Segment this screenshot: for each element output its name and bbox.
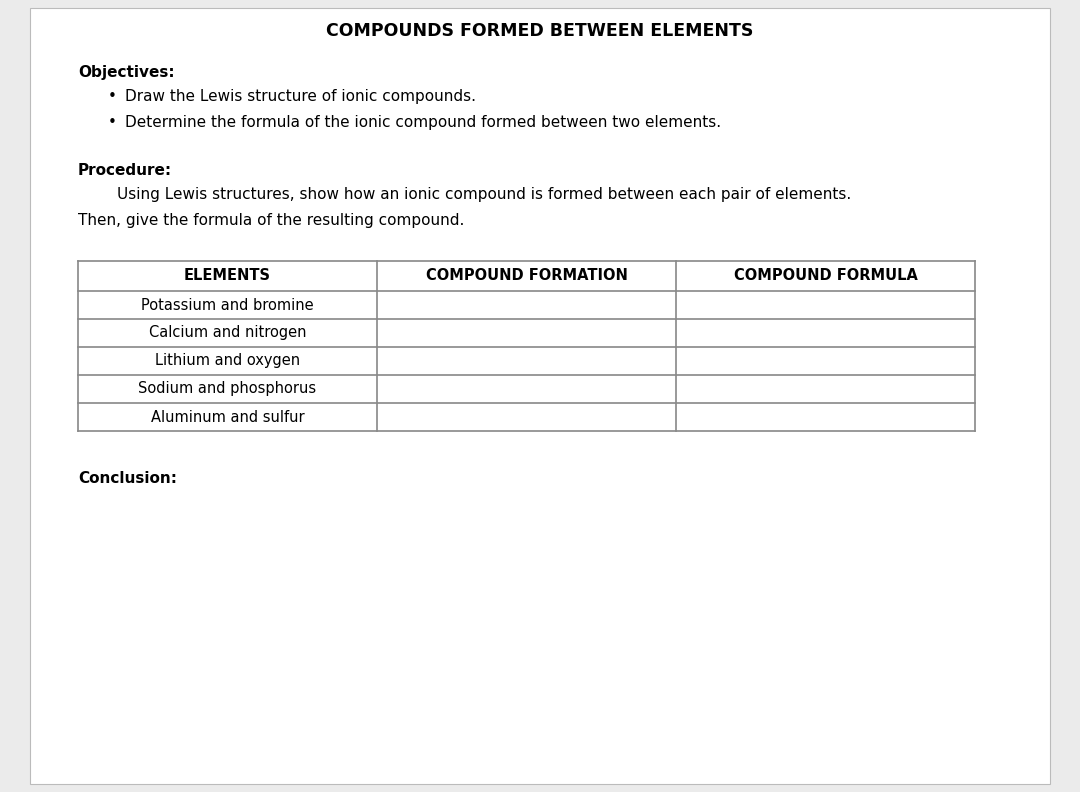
Text: COMPOUND FORMATION: COMPOUND FORMATION [426, 268, 627, 284]
Text: •: • [108, 115, 117, 130]
Text: Sodium and phosphorus: Sodium and phosphorus [138, 382, 316, 397]
Text: Calcium and nitrogen: Calcium and nitrogen [149, 326, 306, 341]
Text: Aluminum and sulfur: Aluminum and sulfur [150, 409, 305, 425]
Text: Using Lewis structures, show how an ionic compound is formed between each pair o: Using Lewis structures, show how an ioni… [78, 187, 851, 202]
Text: ELEMENTS: ELEMENTS [184, 268, 271, 284]
Text: Objectives:: Objectives: [78, 65, 175, 80]
Text: Potassium and bromine: Potassium and bromine [141, 298, 313, 313]
Text: Determine the formula of the ionic compound formed between two elements.: Determine the formula of the ionic compo… [125, 115, 721, 130]
Text: Then, give the formula of the resulting compound.: Then, give the formula of the resulting … [78, 213, 464, 228]
Text: Lithium and oxygen: Lithium and oxygen [154, 353, 300, 368]
Text: COMPOUND FORMULA: COMPOUND FORMULA [733, 268, 918, 284]
Text: Conclusion:: Conclusion: [78, 471, 177, 486]
Text: •: • [108, 89, 117, 104]
Text: Draw the Lewis structure of ionic compounds.: Draw the Lewis structure of ionic compou… [125, 89, 476, 104]
Text: Procedure:: Procedure: [78, 163, 172, 178]
Text: COMPOUNDS FORMED BETWEEN ELEMENTS: COMPOUNDS FORMED BETWEEN ELEMENTS [326, 22, 754, 40]
